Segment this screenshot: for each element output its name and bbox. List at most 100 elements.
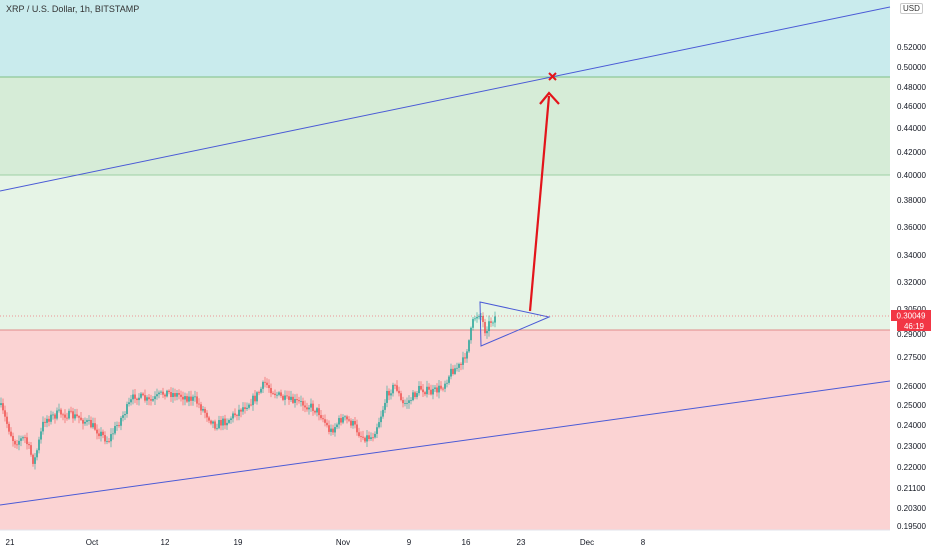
candle-body: [342, 417, 344, 423]
candle-body: [90, 419, 92, 428]
candle-body: [480, 316, 482, 317]
price-tick: 0.38000: [897, 196, 926, 205]
candle-body: [234, 413, 236, 416]
candle-body: [320, 415, 322, 419]
candle-body: [256, 392, 258, 402]
candle-body: [426, 386, 428, 395]
candle-body: [424, 392, 426, 395]
candle-body: [162, 391, 164, 395]
candle-body: [20, 438, 22, 441]
candle-body: [16, 444, 18, 446]
price-tick: 0.26000: [897, 382, 926, 391]
candle-body: [94, 423, 96, 430]
candle-body: [308, 407, 310, 410]
candle-body: [434, 387, 436, 389]
candle-body: [240, 409, 242, 412]
candle-body: [458, 363, 460, 368]
candle-body: [174, 393, 176, 397]
countdown-label: 46:19: [904, 322, 925, 331]
price-tick: 0.44000: [897, 124, 926, 133]
candle-body: [276, 394, 278, 396]
candle-body: [210, 420, 212, 424]
candle-body: [420, 385, 422, 390]
candle-body: [8, 423, 10, 432]
price-tick: 0.24000: [897, 421, 926, 430]
candle-body: [150, 399, 152, 401]
candle-body: [86, 420, 88, 422]
price-tick: 0.50000: [897, 63, 926, 72]
candle-body: [122, 415, 124, 418]
candle-body: [290, 396, 292, 400]
price-tick: 0.46000: [897, 102, 926, 111]
candle-body: [270, 388, 272, 394]
candle-body: [272, 393, 274, 394]
price-tick: 0.42000: [897, 148, 926, 157]
candle-body: [124, 413, 126, 416]
candle-body: [36, 450, 38, 458]
time-axis[interactable]: [0, 530, 932, 550]
candle-body: [312, 403, 314, 411]
target-arrow[interactable]: [528, 95, 551, 312]
date-tick-labels: 21 Oct 12 19 Nov 9 16 23 Dec 8: [6, 538, 646, 547]
price-tick: 0.29000: [897, 330, 926, 339]
candle-body: [178, 393, 180, 395]
candle-body: [464, 357, 466, 359]
zone-green: [0, 77, 890, 175]
candle-body: [492, 322, 494, 324]
candle-body: [128, 402, 130, 405]
price-axis[interactable]: [890, 0, 932, 550]
candle-body: [180, 394, 182, 397]
candle-body: [196, 396, 198, 404]
candle-body: [192, 396, 194, 401]
date-tick: 12: [161, 538, 170, 547]
candle-body: [374, 433, 376, 438]
candle-body: [262, 381, 264, 389]
candle-body: [10, 431, 12, 436]
candle-body: [282, 395, 284, 400]
candle-body: [462, 357, 464, 365]
candle-body: [106, 441, 108, 442]
price-tick: 0.19500: [897, 522, 926, 531]
candle-body: [48, 418, 50, 422]
date-tick: 19: [234, 538, 243, 547]
candle-body: [292, 396, 294, 403]
candle-body: [366, 435, 368, 442]
price-tick: 0.20300: [897, 504, 926, 513]
candle-body: [264, 381, 266, 383]
candle-body: [344, 416, 346, 418]
candle-body: [52, 414, 54, 416]
candle-body: [204, 409, 206, 413]
candle-body: [92, 423, 94, 428]
candle-body: [160, 391, 162, 393]
chart-title: XRP / U.S. Dollar, 1h, BITSTAMP: [6, 4, 140, 14]
currency-button[interactable]: USD: [900, 3, 923, 14]
candle-body: [336, 424, 338, 428]
candle-body: [166, 390, 168, 397]
lower-channel-line[interactable]: [0, 380, 891, 506]
candle-body: [300, 401, 302, 402]
candle-body: [404, 403, 406, 404]
candle-body: [328, 425, 330, 432]
candle-body: [368, 435, 370, 440]
candle-body: [208, 417, 210, 421]
candle-body: [134, 394, 136, 399]
candle-body: [206, 412, 208, 418]
candle-body: [88, 419, 90, 421]
candle-body: [158, 392, 160, 395]
candle-body: [484, 321, 486, 334]
candle-body: [324, 419, 326, 423]
candle-body: [130, 399, 132, 403]
candle-body: [18, 440, 20, 445]
upper-channel-line[interactable]: [0, 6, 891, 192]
candle-body: [362, 436, 364, 438]
price-tick: 0.34000: [897, 251, 926, 260]
candle-body: [448, 376, 450, 383]
candle-body: [242, 407, 244, 412]
candle-body: [146, 397, 148, 401]
candle-body: [340, 418, 342, 423]
triangle-pattern[interactable]: [479, 301, 551, 347]
candle-body: [416, 393, 418, 398]
candle-body: [6, 416, 8, 424]
candle-body: [216, 428, 218, 430]
